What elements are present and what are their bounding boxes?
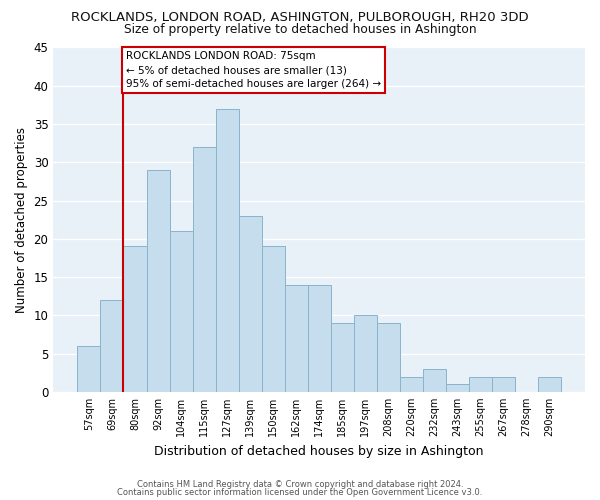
Bar — [124, 246, 146, 392]
Bar — [170, 231, 193, 392]
Bar — [377, 323, 400, 392]
Bar — [262, 246, 284, 392]
Bar — [100, 300, 124, 392]
Bar — [193, 147, 215, 392]
Text: Size of property relative to detached houses in Ashington: Size of property relative to detached ho… — [124, 22, 476, 36]
Text: ROCKLANDS, LONDON ROAD, ASHINGTON, PULBOROUGH, RH20 3DD: ROCKLANDS, LONDON ROAD, ASHINGTON, PULBO… — [71, 11, 529, 24]
Text: Contains public sector information licensed under the Open Government Licence v3: Contains public sector information licen… — [118, 488, 482, 497]
Text: ROCKLANDS LONDON ROAD: 75sqm
← 5% of detached houses are smaller (13)
95% of sem: ROCKLANDS LONDON ROAD: 75sqm ← 5% of det… — [126, 52, 381, 90]
Bar — [423, 369, 446, 392]
Bar — [400, 376, 423, 392]
Text: Contains HM Land Registry data © Crown copyright and database right 2024.: Contains HM Land Registry data © Crown c… — [137, 480, 463, 489]
Bar — [446, 384, 469, 392]
Bar — [146, 170, 170, 392]
Bar — [284, 284, 308, 392]
Bar — [239, 216, 262, 392]
Bar — [538, 376, 561, 392]
Bar — [469, 376, 492, 392]
Bar — [215, 108, 239, 392]
Bar — [77, 346, 100, 392]
Bar — [353, 316, 377, 392]
X-axis label: Distribution of detached houses by size in Ashington: Distribution of detached houses by size … — [154, 444, 484, 458]
Bar — [308, 284, 331, 392]
Bar — [492, 376, 515, 392]
Y-axis label: Number of detached properties: Number of detached properties — [15, 126, 28, 312]
Bar — [331, 323, 353, 392]
